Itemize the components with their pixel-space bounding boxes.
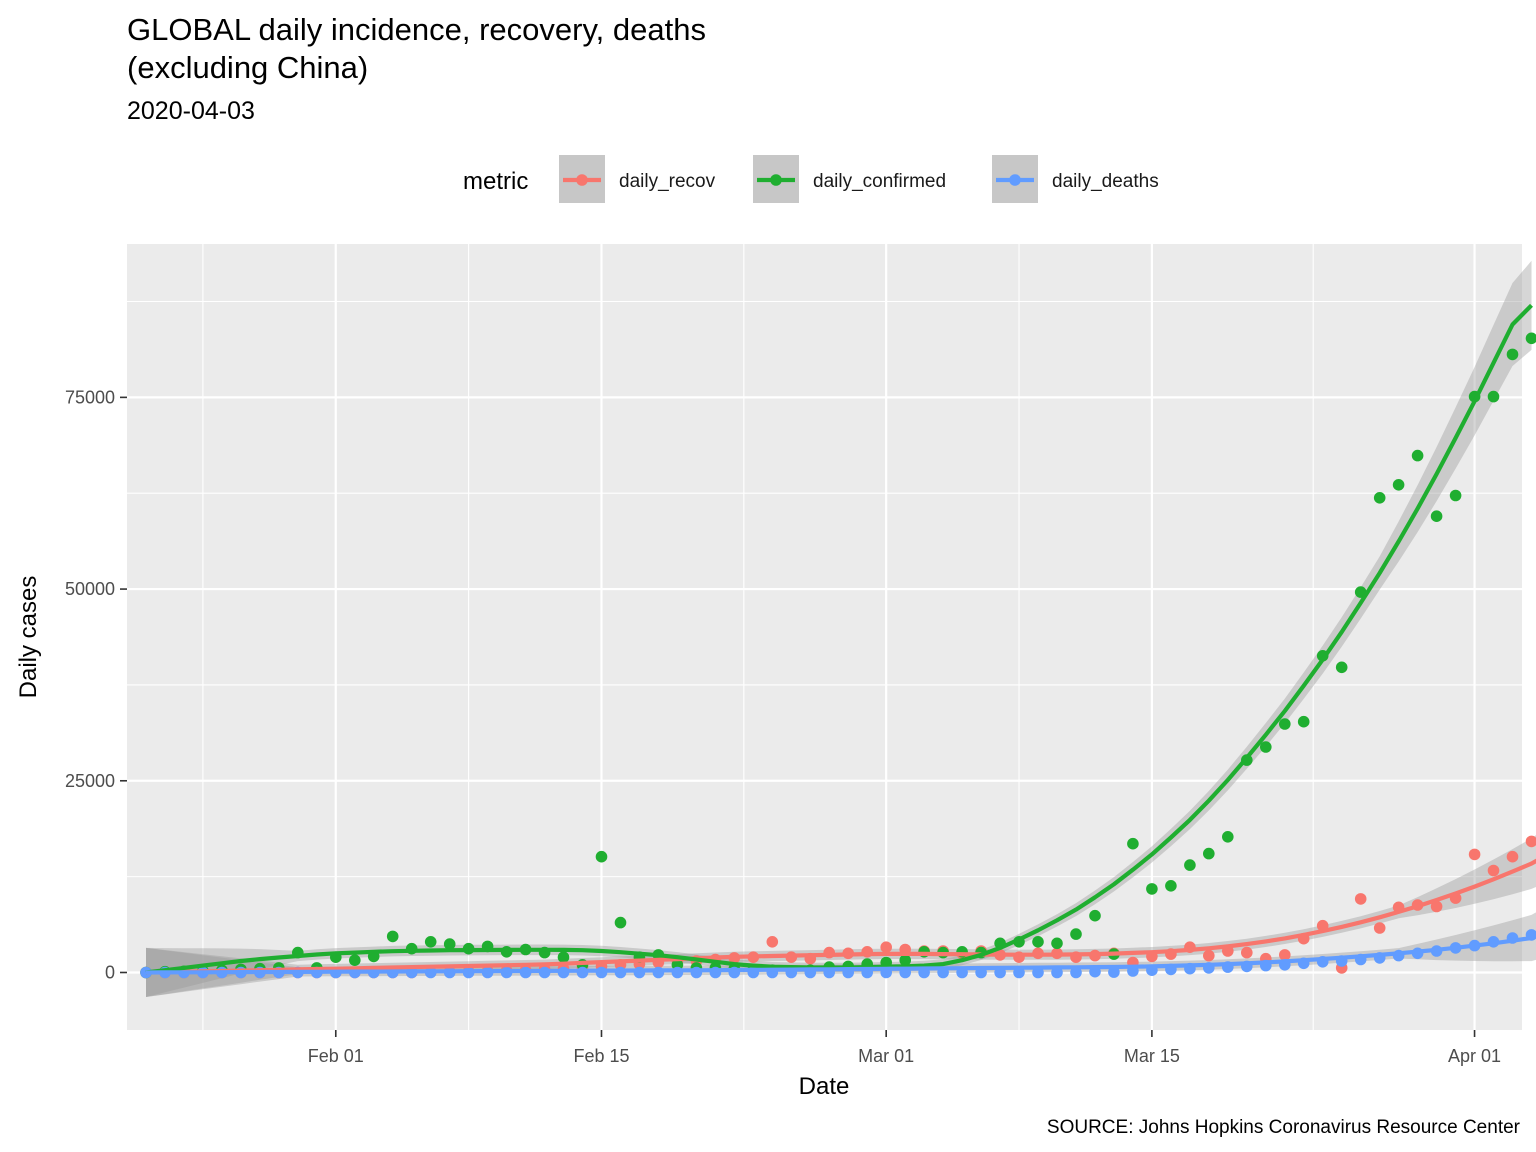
point-daily_recov: [1279, 949, 1291, 961]
point-daily_confirmed: [1297, 715, 1310, 728]
point-daily_confirmed: [1279, 718, 1291, 730]
point-daily_recov: [1525, 835, 1536, 848]
legend-key-point-daily_confirmed: [770, 174, 782, 186]
point-daily_confirmed: [1449, 489, 1462, 502]
point-daily_confirmed: [1392, 479, 1405, 491]
legend-label-daily_recov: daily_recov: [619, 171, 716, 192]
x-tick-label: Feb 15: [573, 1046, 629, 1066]
point-daily_confirmed: [1127, 837, 1139, 850]
legend-title: metric: [463, 168, 528, 195]
point-daily_confirmed: [1506, 348, 1519, 361]
y-tick-label: 0: [105, 962, 115, 982]
point-daily_confirmed: [1411, 449, 1424, 462]
point-daily_deaths: [1108, 966, 1120, 978]
y-tick-label: 50000: [65, 579, 115, 599]
point-daily_confirmed: [1032, 936, 1044, 948]
y-tick-label: 75000: [65, 387, 115, 407]
x-axis: Feb 01 Feb 15 Mar 01 Mar 15 Apr 01: [308, 1030, 1501, 1066]
legend-key-point-daily_deaths: [1009, 174, 1021, 186]
point-daily_confirmed: [1146, 883, 1158, 895]
point-daily_confirmed: [557, 951, 570, 963]
chart-caption: SOURCE: Johns Hopkins Coronavirus Resour…: [1047, 1117, 1521, 1138]
chart-title-line1: GLOBAL daily incidence, recovery, deaths: [127, 12, 706, 47]
point-daily_confirmed: [1430, 510, 1443, 522]
legend: metric daily_recov daily_confirmed daily_d…: [463, 155, 1159, 203]
x-tick-label: Mar 15: [1124, 1046, 1180, 1066]
chart-title-line2: (excluding China): [127, 50, 368, 85]
point-daily_confirmed: [1051, 937, 1063, 950]
point-daily_recov: [1241, 946, 1253, 959]
trend-line-daily_recov: [145, 858, 1536, 975]
x-tick-label: Apr 01: [1448, 1046, 1501, 1066]
point-daily_recov: [1373, 922, 1386, 934]
point-daily_confirmed: [443, 938, 456, 950]
point-daily_confirmed: [1260, 741, 1272, 753]
point-daily_recov: [1203, 949, 1215, 962]
point-daily_deaths: [1070, 966, 1082, 979]
point-daily_confirmed: [424, 936, 437, 948]
y-axis: 0 25000 50000 75000: [65, 387, 127, 982]
x-axis-title: Date: [799, 1073, 850, 1100]
point-daily_recov: [1487, 864, 1500, 877]
point-daily_confirmed: [595, 850, 608, 863]
trend-line-daily_deaths: [145, 933, 1536, 975]
point-daily_confirmed: [1487, 390, 1500, 403]
point-daily_recov: [1354, 893, 1367, 905]
point-daily_recov: [1506, 850, 1519, 863]
x-tick-label: Feb 01: [308, 1046, 364, 1066]
y-tick-label: 25000: [65, 771, 115, 791]
point-daily_confirmed: [1373, 492, 1386, 504]
point-daily_deaths: [1051, 966, 1063, 979]
point-daily_confirmed: [614, 916, 627, 929]
point-daily_confirmed: [1070, 928, 1082, 940]
legend-label-daily_confirmed: daily_confirmed: [813, 171, 946, 192]
point-daily_recov: [766, 936, 779, 948]
point-daily_confirmed: [1525, 332, 1536, 345]
point-daily_confirmed: [1222, 831, 1234, 843]
legend-label-daily_deaths: daily_deaths: [1052, 171, 1159, 192]
y-axis-title: Daily cases: [15, 576, 42, 699]
point-daily_recov: [880, 941, 892, 953]
chart-subtitle: 2020-04-03: [127, 97, 255, 125]
point-daily_confirmed: [899, 954, 911, 966]
legend-key-point-daily_recov: [576, 174, 588, 186]
trend-lines: [145, 303, 1536, 975]
point-daily_recov: [1468, 848, 1481, 861]
plot-panel: [127, 244, 1522, 1030]
point-daily_confirmed: [1184, 859, 1196, 871]
point-daily_confirmed: [386, 930, 399, 943]
point-daily_confirmed: [1203, 847, 1215, 860]
x-tick-label: Mar 01: [858, 1046, 914, 1066]
point-daily_confirmed: [1335, 661, 1348, 674]
point-daily_confirmed: [1165, 880, 1177, 892]
point-daily_confirmed: [349, 954, 361, 966]
point-daily_confirmed: [1089, 909, 1101, 922]
point-daily_recov: [1430, 900, 1443, 913]
